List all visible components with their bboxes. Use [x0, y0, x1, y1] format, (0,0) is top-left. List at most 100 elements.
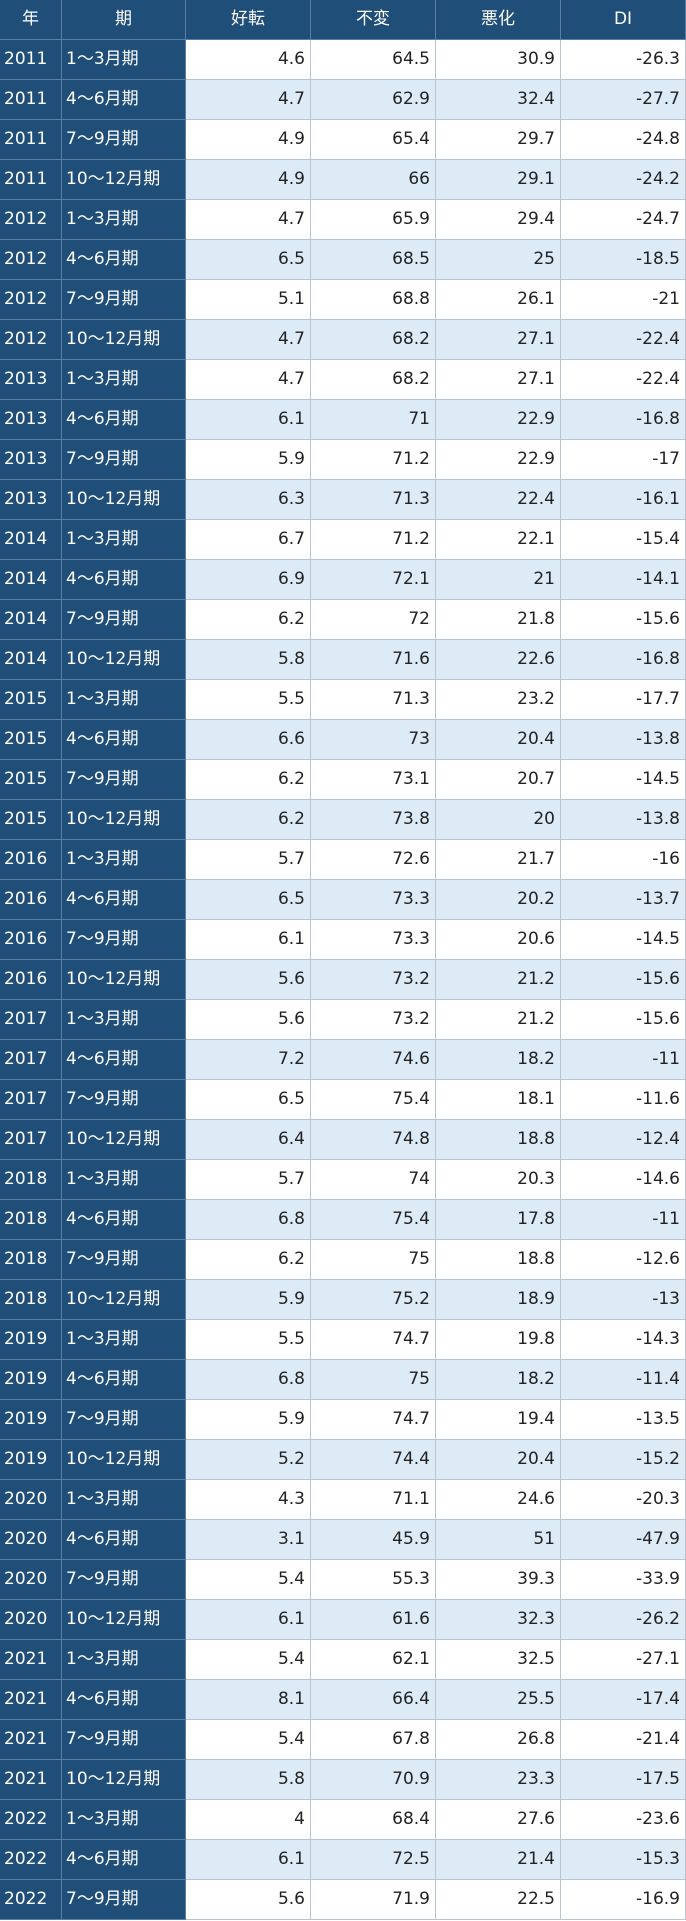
value-cell: 18.8: [436, 1240, 561, 1280]
value-cell: 30.9: [436, 40, 561, 80]
value-cell: 4.9: [186, 160, 311, 200]
value-cell: 71.1: [311, 1480, 436, 1520]
value-cell: 51: [436, 1520, 561, 1560]
period-cell: 4～6月期: [62, 1040, 186, 1080]
value-cell: -16.8: [561, 400, 686, 440]
year-cell: 2014: [0, 600, 62, 640]
value-cell: -14.5: [561, 760, 686, 800]
value-cell: -21.4: [561, 1720, 686, 1760]
value-cell: 25: [436, 240, 561, 280]
value-cell: 65.9: [311, 200, 436, 240]
value-cell: 6.5: [186, 880, 311, 920]
year-cell: 2015: [0, 760, 62, 800]
year-cell: 2012: [0, 320, 62, 360]
year-cell: 2021: [0, 1760, 62, 1800]
year-cell: 2018: [0, 1200, 62, 1240]
period-cell: 10～12月期: [62, 1440, 186, 1480]
year-cell: 2011: [0, 40, 62, 80]
value-cell: 66.4: [311, 1680, 436, 1720]
value-cell: 55.3: [311, 1560, 436, 1600]
period-cell: 4～6月期: [62, 80, 186, 120]
value-cell: 4.7: [186, 360, 311, 400]
value-cell: 20.4: [436, 720, 561, 760]
value-cell: 20.4: [436, 1440, 561, 1480]
period-cell: 4～6月期: [62, 1520, 186, 1560]
period-cell: 10～12月期: [62, 1760, 186, 1800]
value-cell: 72: [311, 600, 436, 640]
year-cell: 2022: [0, 1800, 62, 1840]
period-cell: 10～12月期: [62, 1600, 186, 1640]
period-cell: 10～12月期: [62, 960, 186, 1000]
value-cell: -16: [561, 840, 686, 880]
value-cell: 6.8: [186, 1360, 311, 1400]
year-cell: 2017: [0, 1040, 62, 1080]
period-cell: 1～3月期: [62, 1480, 186, 1520]
period-cell: 1～3月期: [62, 840, 186, 880]
value-cell: -27.1: [561, 1640, 686, 1680]
year-cell: 2020: [0, 1520, 62, 1560]
value-cell: -11.6: [561, 1080, 686, 1120]
value-cell: 21.4: [436, 1840, 561, 1880]
value-cell: -17.4: [561, 1680, 686, 1720]
period-cell: 1～3月期: [62, 40, 186, 80]
value-cell: 27.1: [436, 360, 561, 400]
value-cell: 74.8: [311, 1120, 436, 1160]
value-cell: -20.3: [561, 1480, 686, 1520]
value-cell: -14.6: [561, 1160, 686, 1200]
year-cell: 2019: [0, 1320, 62, 1360]
value-cell: 74: [311, 1160, 436, 1200]
value-cell: 5.6: [186, 960, 311, 1000]
value-cell: 74.6: [311, 1040, 436, 1080]
value-cell: 5.5: [186, 680, 311, 720]
value-cell: -15.3: [561, 1840, 686, 1880]
value-cell: 6.9: [186, 560, 311, 600]
period-cell: 1～3月期: [62, 200, 186, 240]
value-cell: 6.4: [186, 1120, 311, 1160]
year-cell: 2013: [0, 480, 62, 520]
period-cell: 4～6月期: [62, 720, 186, 760]
value-cell: -11.4: [561, 1360, 686, 1400]
period-cell: 1～3月期: [62, 1640, 186, 1680]
value-cell: 32.3: [436, 1600, 561, 1640]
value-cell: 72.1: [311, 560, 436, 600]
period-cell: 10～12月期: [62, 480, 186, 520]
value-cell: 74.4: [311, 1440, 436, 1480]
value-cell: 5.8: [186, 1760, 311, 1800]
value-cell: 5.6: [186, 1880, 311, 1920]
value-cell: 71.3: [311, 480, 436, 520]
period-cell: 4～6月期: [62, 240, 186, 280]
period-cell: 4～6月期: [62, 1200, 186, 1240]
value-cell: 72.6: [311, 840, 436, 880]
value-cell: 27.1: [436, 320, 561, 360]
value-cell: 73.8: [311, 800, 436, 840]
value-cell: -13.8: [561, 800, 686, 840]
value-cell: 61.6: [311, 1600, 436, 1640]
value-cell: 20.7: [436, 760, 561, 800]
period-cell: 7～9月期: [62, 280, 186, 320]
value-cell: 21: [436, 560, 561, 600]
year-cell: 2022: [0, 1880, 62, 1920]
value-cell: 4: [186, 1800, 311, 1840]
value-cell: 18.9: [436, 1280, 561, 1320]
period-cell: 1～3月期: [62, 1800, 186, 1840]
value-cell: 20.2: [436, 880, 561, 920]
value-cell: -22.4: [561, 360, 686, 400]
value-cell: 21.7: [436, 840, 561, 880]
value-cell: -33.9: [561, 1560, 686, 1600]
value-cell: 75: [311, 1240, 436, 1280]
value-cell: 18.8: [436, 1120, 561, 1160]
year-cell: 2013: [0, 440, 62, 480]
value-cell: 21.2: [436, 1000, 561, 1040]
value-cell: 71.3: [311, 680, 436, 720]
value-cell: 22.5: [436, 1880, 561, 1920]
value-cell: 19.8: [436, 1320, 561, 1360]
period-cell: 7～9月期: [62, 440, 186, 480]
value-cell: 5.7: [186, 1160, 311, 1200]
value-cell: 4.7: [186, 200, 311, 240]
value-cell: 19.4: [436, 1400, 561, 1440]
value-cell: 18.1: [436, 1080, 561, 1120]
year-cell: 2016: [0, 920, 62, 960]
value-cell: -12.4: [561, 1120, 686, 1160]
period-cell: 1～3月期: [62, 1160, 186, 1200]
